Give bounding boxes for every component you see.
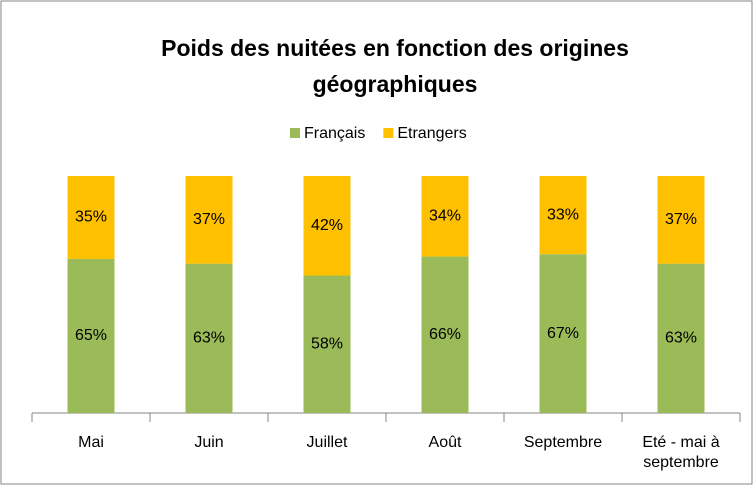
bar-segment: [657, 263, 705, 413]
x-tick-label: Juillet: [306, 434, 348, 451]
data-label: 37%: [665, 211, 697, 228]
bar-segment: [657, 176, 705, 264]
x-tick-label: Septembre: [523, 434, 603, 451]
data-label: 34%: [429, 208, 461, 225]
data-label: 63%: [193, 330, 225, 347]
x-tick-label: Eté - mai à septembre: [642, 434, 720, 471]
data-label: 63%: [665, 330, 697, 347]
x-tick-label: Août: [428, 434, 462, 451]
legend-swatch: [383, 128, 394, 138]
bar-segment: [421, 176, 469, 257]
chart-title: Poids des nuitées en fonction des origin…: [161, 35, 629, 61]
data-label: 35%: [75, 209, 107, 226]
data-label: 42%: [311, 217, 343, 234]
data-label: 67%: [547, 325, 579, 342]
bar-segment: [421, 256, 469, 413]
legend-swatch: [290, 128, 300, 138]
bar-segment: [539, 254, 587, 413]
x-tick-label: Mai: [78, 434, 104, 451]
x-tick-label: Juin: [194, 434, 224, 451]
bar-segment: [539, 176, 587, 255]
chart-title: géographiques: [313, 71, 478, 97]
data-label: 66%: [429, 326, 461, 343]
data-label: 37%: [193, 211, 225, 228]
bar-segment: [185, 176, 233, 264]
legend-label: Etrangers: [397, 125, 466, 142]
bar-segment: [67, 176, 115, 259]
bar-segment: [185, 263, 233, 413]
data-label: 58%: [311, 335, 343, 352]
data-label: 33%: [547, 206, 579, 223]
bar-segment: [303, 275, 351, 413]
bar-segment: [303, 176, 351, 276]
data-label: 65%: [75, 327, 107, 344]
legend-label: Français: [304, 125, 365, 142]
bar-segment: [67, 258, 115, 413]
